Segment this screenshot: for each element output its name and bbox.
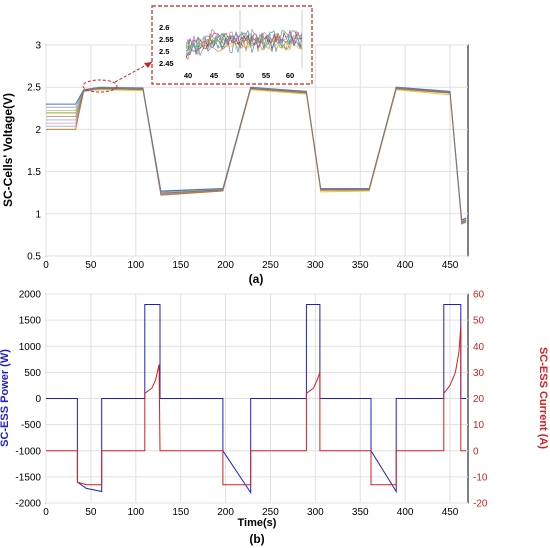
inset-cell-line xyxy=(185,38,303,57)
voltage-y-tick-label: 2 xyxy=(35,125,41,136)
power-x-ticks: 0 50 100 150 200 250 300 350 400 450 xyxy=(43,507,459,518)
power-y-tick-label: 2000 xyxy=(19,290,42,301)
current-y-tick-label: 30 xyxy=(473,368,485,379)
inset-y-tick-label: 2.45 xyxy=(159,59,174,68)
current-y-tick-label: 20 xyxy=(473,394,485,405)
current-y-tick-label: 50 xyxy=(473,316,485,327)
voltage-cell-line xyxy=(46,88,467,224)
power-y-tick-label: 1000 xyxy=(19,342,42,353)
inset-y-tick-label: 2.5 xyxy=(159,47,169,56)
power-y-tick-label: -1500 xyxy=(15,472,41,483)
current-series-line xyxy=(46,325,467,486)
inset-x-ticks: 40 45 50 55 60 xyxy=(184,71,294,80)
power-y-tick-label: 500 xyxy=(24,368,41,379)
power-y-tick-label: -1000 xyxy=(15,446,41,457)
voltage-y-tick-label: 0.5 xyxy=(27,252,41,263)
zoom-arrow-head xyxy=(144,62,152,68)
power-current-series-group xyxy=(46,304,467,495)
voltage-y-ticks: 0.5 1 1.5 2 2.5 3 xyxy=(27,41,41,263)
voltage-x-tick-label: 450 xyxy=(442,260,459,271)
power-y-tick-label: -500 xyxy=(21,420,41,431)
zoom-inset: 2.6 2.55 2.5 2.45 40 45 50 55 60 xyxy=(151,5,313,85)
voltage-x-tick-label: 50 xyxy=(85,260,97,271)
voltage-x-tick-label: 150 xyxy=(172,260,189,271)
power-x-tick-label: 0 xyxy=(43,507,49,518)
time-x-axis-label: Time(s) xyxy=(238,517,277,529)
zoom-highlight-ellipse xyxy=(82,79,118,93)
power-left-y-ticks: -2000 -1500 -1000 -500 0 500 1000 1500 2000 xyxy=(15,290,41,510)
current-y-tick-label: 40 xyxy=(473,342,485,353)
voltage-grid xyxy=(45,44,468,257)
voltage-y-tick-label: 2.5 xyxy=(27,83,41,94)
voltage-panel-label: (a) xyxy=(249,272,264,286)
inset-y-ticks: 2.6 2.55 2.5 2.45 xyxy=(159,23,174,68)
power-x-tick-label: 450 xyxy=(442,507,459,518)
voltage-y-tick-label: 3 xyxy=(35,41,41,52)
voltage-x-tick-label: 0 xyxy=(43,260,49,271)
voltage-y-axis-label: SC-Cells' Voltage(V) xyxy=(1,93,15,207)
power-x-tick-label: 50 xyxy=(85,507,97,518)
power-x-tick-label: 250 xyxy=(262,507,279,518)
inset-x-tick-label: 55 xyxy=(262,71,270,80)
power-y-tick-label: -2000 xyxy=(15,499,41,510)
inset-cell-line xyxy=(185,29,303,51)
current-y-axis-label: SC-ESS Current (A) xyxy=(537,347,549,449)
voltage-series-group xyxy=(46,86,467,225)
current-y-tick-label: -10 xyxy=(473,472,488,483)
power-x-tick-label: 200 xyxy=(217,507,234,518)
inset-x-tick-label: 40 xyxy=(184,71,192,80)
current-y-tick-label: 0 xyxy=(473,446,479,457)
power-current-panel: 0 50 100 150 200 250 300 350 400 450 -2000-1500-1… xyxy=(0,290,549,547)
power-y-tick-label: 1500 xyxy=(19,316,42,327)
power-x-tick-label: 350 xyxy=(352,507,369,518)
voltage-x-tick-label: 200 xyxy=(217,260,234,271)
current-right-y-ticks: -20 -10 0 10 20 30 40 50 60 xyxy=(473,290,488,510)
voltage-x-tick-label: 400 xyxy=(397,260,414,271)
power-x-tick-label: 300 xyxy=(307,507,324,518)
inset-x-tick-label: 60 xyxy=(286,71,294,80)
inset-y-tick-label: 2.6 xyxy=(159,23,169,32)
inset-x-tick-label: 45 xyxy=(210,71,218,80)
power-x-tick-label: 150 xyxy=(172,507,189,518)
voltage-x-tick-label: 350 xyxy=(352,260,369,271)
power-x-tick-label: 100 xyxy=(127,507,144,518)
power-x-tick-label: 400 xyxy=(397,507,414,518)
inset-y-tick-label: 2.55 xyxy=(159,35,174,44)
current-y-tick-label: 10 xyxy=(473,420,485,431)
inset-series-group xyxy=(185,10,303,68)
inset-cell-line xyxy=(185,28,303,47)
voltage-panel: 0 50 100 150 200 250 300 350 400 450 0.511.522.53… xyxy=(1,5,469,286)
inset-frame xyxy=(151,5,313,85)
voltage-y-tick-label: 1.5 xyxy=(27,167,41,178)
inset-x-tick-label: 50 xyxy=(236,71,244,80)
current-y-tick-label: 60 xyxy=(473,290,485,301)
power-y-axis-label: SC-ESS Power (W) xyxy=(0,349,11,447)
power-y-tick-label: 0 xyxy=(35,394,41,405)
power-panel-label: (b) xyxy=(249,532,264,546)
current-y-tick-label: -20 xyxy=(473,499,488,510)
voltage-x-tick-label: 250 xyxy=(262,260,279,271)
voltage-x-tick-label: 100 xyxy=(127,260,144,271)
voltage-x-tick-label: 300 xyxy=(307,260,324,271)
voltage-x-ticks: 0 50 100 150 200 250 300 350 400 450 xyxy=(43,260,459,271)
zoom-arrow xyxy=(114,61,153,83)
voltage-y-tick-label: 1 xyxy=(35,209,41,220)
